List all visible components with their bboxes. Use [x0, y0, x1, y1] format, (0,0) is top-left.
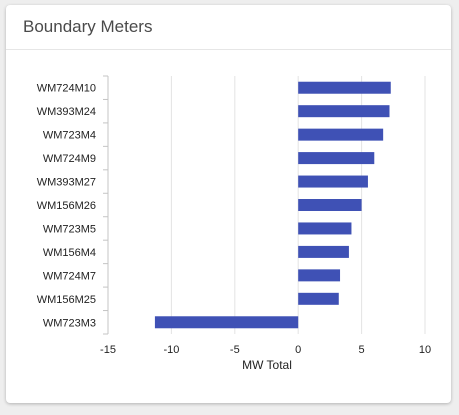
- bar-WM723M5: [298, 222, 352, 235]
- x-tick-label-2: -5: [230, 344, 240, 356]
- boundary-meters-card: Boundary Meters: [6, 5, 451, 403]
- bar-WM724M10: [298, 81, 391, 94]
- x-tick-label-0: -15: [100, 344, 116, 356]
- bar-WM723M3: [154, 316, 299, 329]
- category-label-WM724M10: WM724M10: [37, 83, 96, 95]
- category-label-WM156M25: WM156M25: [37, 294, 96, 306]
- x-tick-label-4: 5: [359, 344, 365, 356]
- category-label-WM724M7: WM724M7: [43, 270, 96, 282]
- bar-WM393M24: [298, 105, 390, 118]
- category-label-WM724M9: WM724M9: [43, 153, 96, 165]
- bar-WM723M4: [298, 128, 384, 141]
- category-label-WM393M24: WM393M24: [37, 106, 96, 118]
- card-header: Boundary Meters: [6, 5, 451, 50]
- x-axis-title: MW Total: [242, 358, 292, 372]
- bar-WM156M26: [298, 199, 362, 211]
- x-tick-label-3: 0: [295, 344, 301, 356]
- bar-WM724M9: [298, 152, 375, 165]
- category-label-WM156M26: WM156M26: [37, 200, 96, 212]
- bar-WM156M4: [298, 245, 349, 258]
- category-label-WM723M5: WM723M5: [43, 223, 96, 235]
- axes: -15 -10 -5 0 5 10 WM724M10 WM393M24 WM723M4 WM724…: [37, 75, 431, 356]
- x-tick-label-5: 10: [419, 344, 431, 356]
- bar-WM393M27: [298, 175, 368, 188]
- x-tick-label-1: -10: [163, 344, 179, 356]
- card-title: Boundary Meters: [23, 17, 153, 36]
- bar-WM724M7: [298, 269, 341, 282]
- category-label-WM393M27: WM393M27: [37, 177, 96, 189]
- category-label-WM156M4: WM156M4: [43, 247, 96, 259]
- bar-WM156M25: [298, 292, 339, 305]
- category-label-WM723M4: WM723M4: [43, 130, 96, 142]
- bars: [154, 81, 391, 329]
- category-label-WM723M3: WM723M3: [43, 317, 96, 329]
